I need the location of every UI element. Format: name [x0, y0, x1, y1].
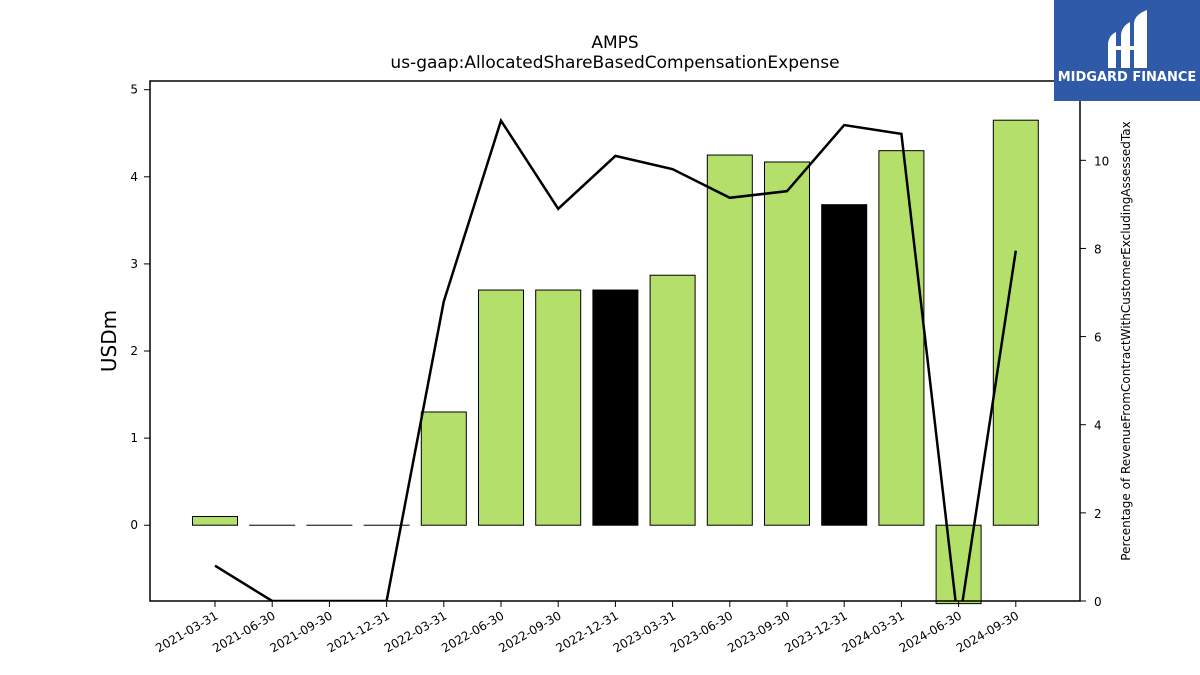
bar [535, 289, 582, 526]
bar [821, 204, 868, 526]
y-tick-label-left: 4 [130, 170, 138, 184]
x-tick-label: 2021-06-30 [210, 608, 277, 655]
y-tick-label-left: 5 [130, 83, 138, 97]
x-tick-label: 2024-09-30 [954, 608, 1021, 655]
y-tick-label-right: 10 [1094, 154, 1109, 168]
midgard-finance-logo: MIDGARD FINANCE [1054, 0, 1200, 101]
x-tick-label: 2023-06-30 [668, 608, 735, 655]
x-tick-label: 2024-03-31 [839, 608, 906, 655]
bar [992, 119, 1039, 526]
chart-title: AMPS [591, 33, 638, 53]
y-tick-label-left: 2 [130, 344, 138, 358]
y-tick-label-left: 0 [130, 518, 138, 532]
x-tick-label: 2021-12-31 [325, 608, 392, 655]
x-tick-label: 2023-12-31 [782, 608, 849, 655]
x-tick-label: 2022-12-31 [553, 608, 620, 655]
bar [592, 289, 639, 526]
bar [935, 524, 982, 605]
bar [192, 516, 238, 526]
y-tick-label-right: 4 [1094, 419, 1102, 433]
x-tick-label: 2021-09-30 [267, 608, 334, 655]
y-tick-label-right: 6 [1094, 331, 1102, 345]
bar [478, 289, 524, 526]
y-tick-label-right: 2 [1094, 507, 1102, 521]
x-tick-label: 2021-03-31 [153, 608, 220, 655]
bar [420, 411, 467, 526]
chart-subtitle: us-gaap:AllocatedShareBasedCompensationE… [390, 53, 839, 73]
y-tick-label-right: 0 [1094, 595, 1102, 609]
y-axis-label-right: Percentage of RevenueFromContractWithCus… [1119, 121, 1133, 560]
x-tick-label: 2023-09-30 [725, 608, 792, 655]
y-tick-label-right: 8 [1094, 242, 1102, 256]
bar [764, 161, 810, 526]
logo-mark-icon [1108, 10, 1147, 68]
plot-area: 0 1 2 3 4 5 0 2 4 6 8 10 2021-03-312021-06-302021-09… [130, 80, 1109, 655]
series-line [214, 117, 1018, 601]
bar [649, 274, 696, 526]
x-tick-label: 2024-06-30 [897, 608, 964, 655]
x-tick-label: 2022-09-30 [496, 608, 563, 655]
y-axis-label-left: USDm [97, 310, 121, 372]
y-tick-label-left: 3 [130, 257, 138, 271]
x-tick-label: 2023-03-31 [611, 608, 678, 655]
bar [706, 154, 753, 526]
x-tick-label: 2022-03-31 [382, 608, 449, 655]
x-tick-label: 2022-06-30 [439, 608, 506, 655]
bar [878, 150, 925, 526]
logo-text: MIDGARD FINANCE [1058, 70, 1197, 85]
y-tick-label-left: 1 [130, 431, 138, 445]
